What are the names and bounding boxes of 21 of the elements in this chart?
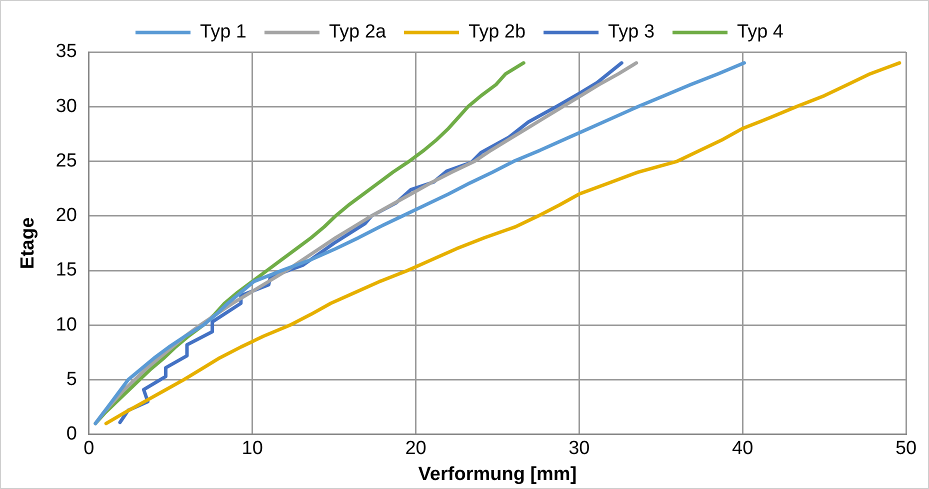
x-tick-label: 20 [405, 438, 426, 460]
x-axis-title: Verformung [mm] [418, 464, 577, 485]
y-tick-label: 30 [56, 96, 77, 117]
y-tick-label: 35 [56, 41, 77, 62]
x-tick-label: 30 [568, 438, 590, 460]
legend-label: Typ 2a [328, 22, 386, 43]
y-tick-label: 0 [66, 424, 77, 445]
y-tick-label: 15 [56, 260, 77, 281]
x-tick-label: 0 [84, 438, 94, 460]
legend-label: Typ 4 [737, 22, 784, 43]
x-tick-label: 40 [732, 438, 754, 460]
legend-label: Typ 3 [608, 22, 655, 43]
x-tick-label: 10 [242, 438, 263, 460]
y-tick-label: 25 [56, 150, 77, 172]
y-axis-title: Etage [18, 217, 39, 270]
legend-label: Typ 2b [468, 22, 526, 43]
y-tick-label: 20 [56, 205, 77, 226]
x-tick-label: 50 [895, 438, 917, 460]
y-tick-label: 5 [66, 369, 77, 390]
y-tick-label: 10 [56, 314, 77, 336]
legend-label: Typ 1 [200, 22, 246, 43]
